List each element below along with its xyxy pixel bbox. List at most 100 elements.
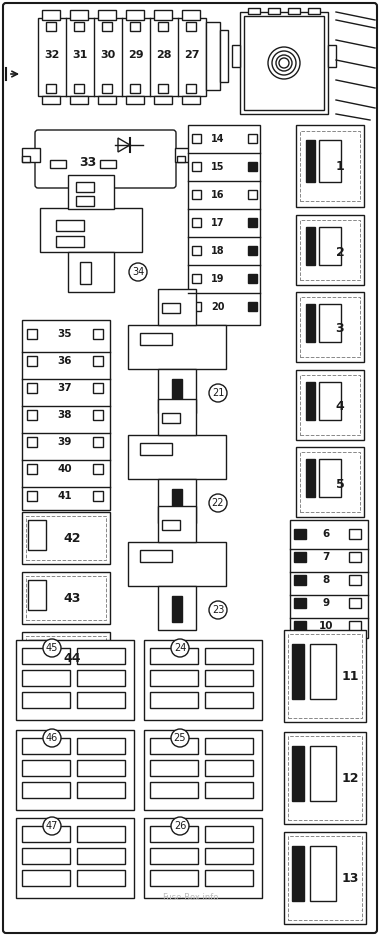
Bar	[56, 236, 84, 247]
Bar	[308, 8, 320, 14]
Bar	[158, 289, 196, 325]
Bar	[292, 644, 304, 699]
Text: 28: 28	[156, 50, 172, 60]
Bar	[27, 437, 37, 447]
Bar	[22, 648, 70, 664]
Bar	[349, 552, 361, 562]
Text: 3: 3	[336, 323, 344, 335]
Bar	[93, 329, 103, 339]
Bar	[22, 572, 110, 624]
Bar	[126, 96, 144, 104]
Bar	[172, 489, 182, 515]
Text: 31: 31	[72, 50, 88, 60]
Bar	[100, 160, 116, 168]
Bar	[98, 10, 116, 20]
Bar	[306, 459, 315, 497]
Bar	[150, 648, 198, 664]
Bar	[192, 134, 201, 143]
Text: 15: 15	[211, 162, 225, 172]
Bar	[284, 832, 366, 924]
Bar	[27, 410, 37, 420]
Bar	[300, 220, 360, 280]
Text: 21: 21	[212, 388, 224, 398]
Circle shape	[171, 817, 189, 835]
Bar	[186, 22, 196, 31]
Bar	[205, 670, 253, 686]
Bar	[150, 826, 198, 842]
Text: 38: 38	[58, 410, 72, 420]
Bar	[177, 156, 185, 162]
Circle shape	[171, 639, 189, 657]
Bar	[296, 370, 364, 440]
Text: 6: 6	[322, 529, 329, 539]
Bar	[248, 162, 257, 171]
Bar	[248, 302, 257, 311]
Circle shape	[272, 51, 296, 75]
Circle shape	[279, 58, 289, 68]
Text: 14: 14	[211, 134, 225, 144]
Bar	[319, 304, 341, 342]
Bar	[205, 692, 253, 708]
Bar	[182, 10, 200, 20]
Bar	[192, 302, 201, 311]
Bar	[144, 730, 262, 810]
Bar	[22, 826, 70, 842]
Bar	[240, 12, 328, 114]
Bar	[175, 148, 193, 162]
Bar	[150, 670, 198, 686]
Text: 7: 7	[322, 552, 330, 562]
Bar	[349, 598, 361, 608]
Bar	[150, 870, 198, 886]
Bar	[140, 550, 172, 562]
Bar	[70, 10, 88, 20]
Bar	[130, 84, 140, 93]
Bar	[192, 190, 201, 199]
Text: 26: 26	[174, 821, 186, 831]
Bar	[306, 382, 315, 420]
Bar	[93, 437, 103, 447]
Bar	[22, 738, 70, 754]
Bar	[300, 375, 360, 435]
Bar	[300, 131, 360, 201]
Bar	[158, 84, 168, 93]
Bar	[158, 22, 168, 31]
Bar	[76, 182, 94, 192]
Bar	[130, 22, 140, 31]
Bar	[150, 760, 198, 776]
Bar	[93, 383, 103, 393]
Bar	[294, 575, 306, 585]
Bar	[22, 782, 70, 798]
Text: 41: 41	[58, 491, 72, 501]
Text: 23: 23	[212, 605, 224, 615]
Bar	[300, 452, 360, 512]
Bar	[328, 45, 336, 67]
Text: 40: 40	[58, 464, 72, 474]
Text: 45: 45	[46, 643, 58, 653]
Bar	[77, 738, 125, 754]
Circle shape	[129, 263, 147, 281]
Bar	[46, 22, 56, 31]
Text: 12: 12	[341, 772, 359, 785]
Bar	[22, 760, 70, 776]
Bar	[77, 760, 125, 776]
Bar	[22, 870, 70, 886]
Bar	[192, 218, 201, 227]
Bar	[288, 634, 362, 718]
Bar	[70, 96, 88, 104]
Text: 42: 42	[63, 532, 81, 545]
Text: 32: 32	[44, 50, 60, 60]
Bar	[22, 692, 70, 708]
Bar	[68, 252, 114, 292]
Text: 4: 4	[336, 401, 344, 414]
Bar	[205, 848, 253, 864]
Text: 35: 35	[58, 329, 72, 339]
Bar	[319, 227, 341, 265]
Bar	[310, 644, 336, 699]
Circle shape	[209, 494, 227, 512]
Bar	[42, 10, 60, 20]
Bar	[140, 333, 172, 345]
Bar	[288, 836, 362, 920]
Bar	[306, 304, 315, 342]
Text: 18: 18	[211, 246, 225, 256]
Bar	[74, 84, 84, 93]
